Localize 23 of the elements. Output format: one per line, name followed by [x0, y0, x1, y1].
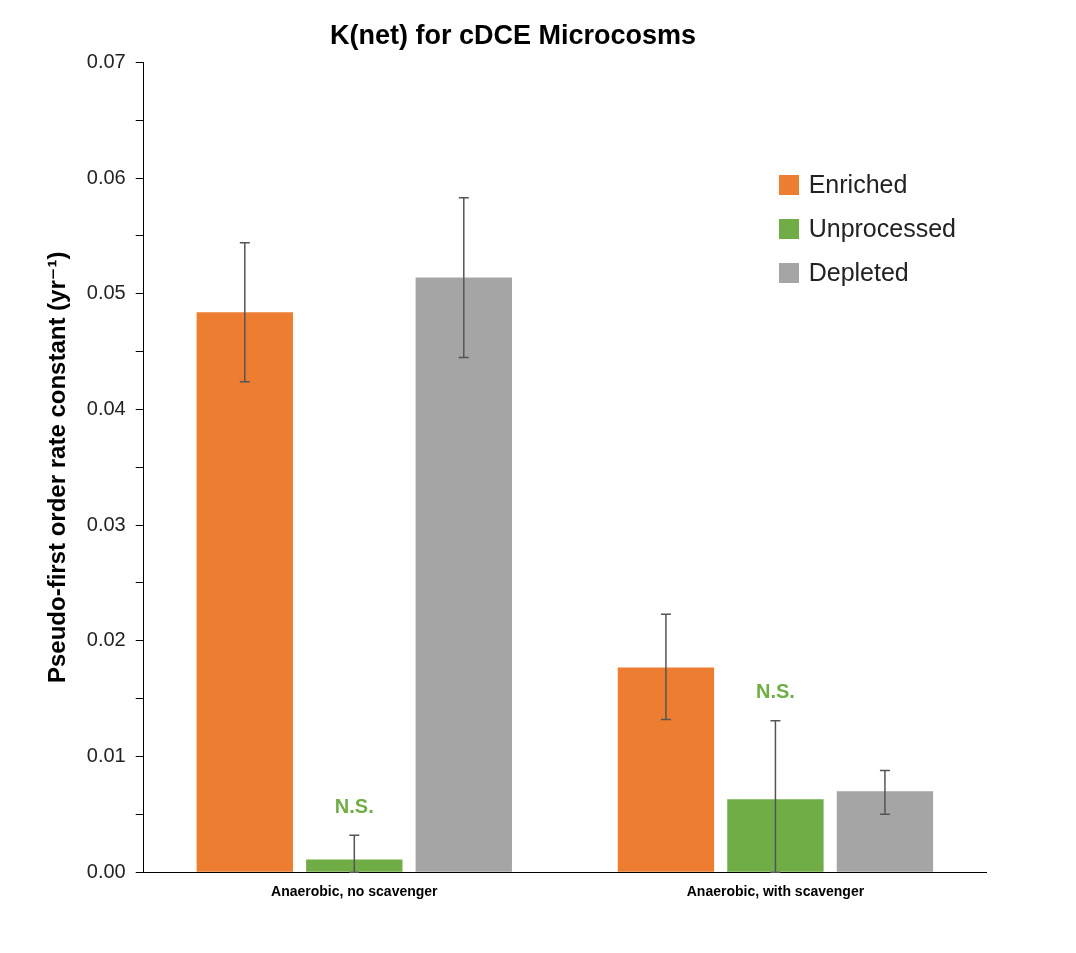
chart-title: K(net) for cDCE Microcosms	[329, 19, 697, 50]
legend-label: Enriched	[808, 170, 908, 199]
bar	[415, 277, 512, 872]
annotation: N.S.	[755, 680, 795, 703]
y-axis-title: Pseudo-first order rate constant (yr⁻¹)	[43, 251, 71, 683]
y-tick-label: 0.05	[86, 281, 126, 304]
y-tick-label: 0.00	[86, 859, 126, 882]
y-tick-label: 0.03	[86, 512, 126, 535]
y-tick-label: 0.02	[86, 628, 126, 651]
bar	[306, 859, 403, 872]
y-tick-label: 0.01	[86, 744, 126, 767]
bar	[617, 667, 715, 872]
y-tick-label: 0.07	[86, 49, 126, 72]
y-tick-label: 0.06	[86, 165, 126, 188]
y-tick-label: 0.04	[86, 396, 126, 419]
legend-label: Unprocessed	[808, 214, 956, 243]
legend-label: Depleted	[808, 258, 909, 287]
x-tick-label: Anaerobic, no scavenger	[271, 883, 439, 900]
bar	[196, 312, 293, 872]
bar	[836, 791, 934, 872]
x-tick-label: Anaerobic, with scavenger	[686, 883, 865, 900]
annotation: N.S.	[334, 794, 374, 817]
bar	[727, 799, 824, 872]
